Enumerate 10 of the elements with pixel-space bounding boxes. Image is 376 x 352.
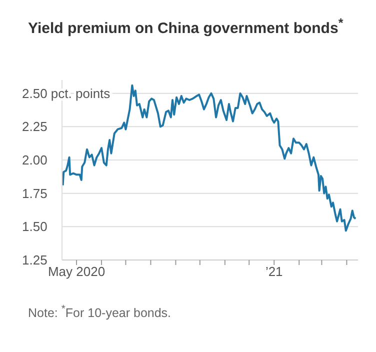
chart-title: Yield premium on China government bonds$^{*}$ (28, 16, 344, 37)
y-tick-label: 2.50 pct. points (22, 86, 111, 101)
x-tick-label: May 2020 (48, 264, 106, 280)
y-tick-label: 1.25 (22, 252, 48, 268)
text: Note: $^{*}$For 10-year bonds. (28, 304, 172, 320)
y-tick-label: 2.00 (22, 152, 48, 168)
x-tick-label: ’21 (265, 264, 283, 280)
y-tick-label: 2.25 (22, 119, 48, 134)
y-tick-label: 1.50 (22, 219, 48, 234)
y-tick-label: 1.75 (22, 186, 48, 201)
